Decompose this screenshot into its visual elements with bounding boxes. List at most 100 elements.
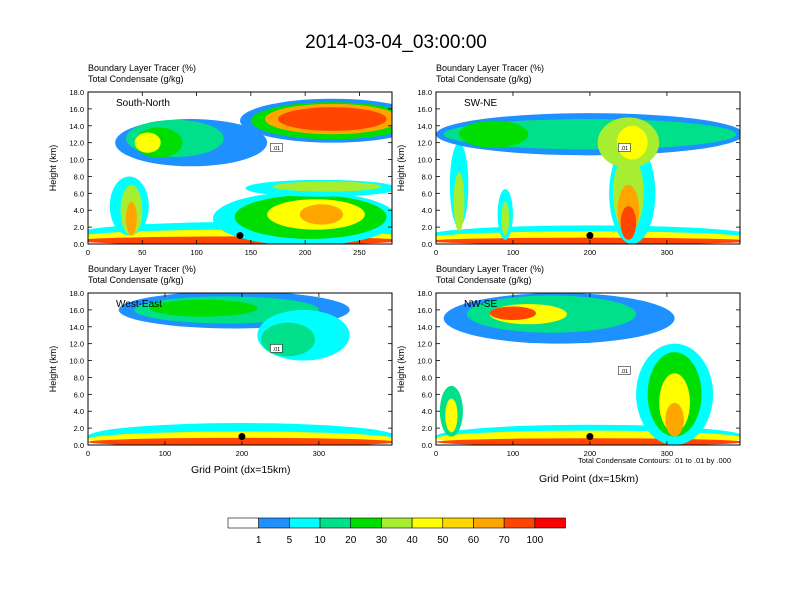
colorbar-label: 40 xyxy=(406,535,418,546)
colorbar-swatch xyxy=(227,517,259,529)
colorbar-label: 50 xyxy=(437,535,449,546)
colorbar-swatch xyxy=(534,517,566,529)
panel-subtitle-condensate: Total Condensate (g/kg) xyxy=(436,74,532,84)
tracer-field xyxy=(88,293,392,445)
contour-label-box xyxy=(618,143,631,152)
tracer-region xyxy=(261,322,316,357)
tracer-region xyxy=(134,132,161,153)
y-tick-label: 2.0 xyxy=(422,223,432,232)
x-tick-label: 100 xyxy=(190,248,203,257)
x-tick-label: 50 xyxy=(138,248,146,257)
panel-subtitle-condensate: Total Condensate (g/kg) xyxy=(88,275,184,285)
x-tick-label: 200 xyxy=(236,449,249,458)
plot-frame xyxy=(435,292,741,446)
y-tick-label: 6.0 xyxy=(74,189,84,198)
panel-label: NW-SE xyxy=(464,299,497,310)
y-axis-title: Height (km) xyxy=(48,145,58,192)
tracer-field xyxy=(88,92,392,244)
panel-subtitle-tracer: Boundary Layer Tracer (%) xyxy=(88,264,197,274)
y-tick-label: 18.0 xyxy=(417,289,432,298)
colorbar-label: 30 xyxy=(375,535,387,546)
y-tick-label: 10.0 xyxy=(69,357,84,366)
panel-subtitle-condensate: Total Condensate (g/kg) xyxy=(88,74,184,84)
tracer-region xyxy=(436,237,740,244)
x-tick-label: 100 xyxy=(507,449,520,458)
colorbar-swatch xyxy=(258,517,290,529)
panel-label: West-East xyxy=(116,299,162,310)
panel-subtitle-tracer: Boundary Layer Tracer (%) xyxy=(436,264,545,274)
x-tick-label: 200 xyxy=(584,449,597,458)
tracer-region xyxy=(501,201,510,236)
colorbar-swatch xyxy=(350,517,382,529)
colorbar-swatch xyxy=(442,517,474,529)
colorbar-swatch xyxy=(289,517,321,529)
tracer-region xyxy=(88,437,392,445)
y-axis-title: Height (km) xyxy=(396,145,406,192)
x-tick-label: 300 xyxy=(313,449,326,458)
plot-sw-ne: .01 SW-NE 0.0 2.0 4.0 6.0 8.0 10.0 12.0 14.0 16.0 1… xyxy=(396,88,741,257)
x-tick-label: 200 xyxy=(584,248,597,257)
panel-west-east: Boundary Layer Tracer (%) Total Condensa… xyxy=(48,264,478,493)
panel-south-north: Boundary Layer Tracer (%) Total Condensa… xyxy=(48,63,478,292)
colorbar-label: 60 xyxy=(467,535,480,546)
y-tick-label: 8.0 xyxy=(74,373,84,382)
y-tick-label: 6.0 xyxy=(422,390,432,399)
tracer-region xyxy=(299,204,344,225)
location-marker xyxy=(236,232,244,240)
y-tick-label: 6.0 xyxy=(74,390,84,399)
y-tick-label: 4.0 xyxy=(74,407,84,416)
contour-label: .01 xyxy=(621,369,629,375)
panel-subtitle-tracer: Boundary Layer Tracer (%) xyxy=(88,63,197,73)
location-marker xyxy=(586,433,594,441)
chart-title: 2014-03-04_03:00:00 xyxy=(305,32,487,53)
tracer-region xyxy=(126,201,137,236)
x-tick-label: 100 xyxy=(159,449,172,458)
y-tick-label: 14.0 xyxy=(69,323,84,332)
x-axis-title: Grid Point (dx=15km) xyxy=(539,473,639,485)
x-tick-label: 250 xyxy=(353,248,366,257)
y-tick-label: 14.0 xyxy=(417,122,432,131)
y-tick-label: 12.0 xyxy=(417,139,432,148)
y-tick-label: 6.0 xyxy=(422,189,432,198)
y-tick-label: 16.0 xyxy=(69,105,84,114)
tracer-region xyxy=(453,172,465,232)
colorbar-label: 1 xyxy=(255,535,262,546)
x-tick-label: 300 xyxy=(661,449,674,458)
colorbar-swatch xyxy=(503,517,536,529)
tracer-region xyxy=(616,125,648,160)
y-tick-label: 14.0 xyxy=(69,122,84,131)
contour-label: .01 xyxy=(273,146,281,152)
plot-south-north: .01 South-North 0.0 2.0 4.0 6.0 8.0 10.0 12.0 14.… xyxy=(48,88,393,257)
y-tick-label: 0.0 xyxy=(422,441,432,450)
y-tick-label: 14.0 xyxy=(417,323,432,332)
y-tick-label: 2.0 xyxy=(74,223,84,232)
contour-label-box xyxy=(270,143,283,152)
tracer-region xyxy=(272,181,382,192)
colorbar-label: 70 xyxy=(498,535,510,546)
x-tick-label: 0 xyxy=(434,449,438,458)
y-tick-label: 16.0 xyxy=(417,105,432,114)
y-tick-label: 0.0 xyxy=(74,441,84,450)
colorbar-swatch xyxy=(381,517,413,529)
y-tick-label: 4.0 xyxy=(422,206,432,215)
y-tick-label: 8.0 xyxy=(422,172,432,181)
tracer-region xyxy=(278,107,387,131)
tracer-region xyxy=(665,402,684,437)
y-tick-label: 4.0 xyxy=(74,206,84,215)
plot-frame xyxy=(435,91,741,245)
y-tick-label: 18.0 xyxy=(69,289,84,298)
tracer-region xyxy=(620,206,637,240)
contour-label-box xyxy=(270,344,283,353)
tracer-region xyxy=(149,299,258,317)
y-tick-label: 10.0 xyxy=(69,156,84,165)
tracer-region xyxy=(445,398,458,433)
y-tick-label: 12.0 xyxy=(69,340,84,349)
y-tick-label: 2.0 xyxy=(74,424,84,433)
y-tick-label: 10.0 xyxy=(417,156,432,165)
y-tick-label: 2.0 xyxy=(422,424,432,433)
x-axis-title: Grid Point (dx=15km) xyxy=(191,464,291,476)
x-tick-label: 100 xyxy=(507,248,520,257)
location-marker xyxy=(238,433,246,441)
contour-note: Total Condensate Contours: .01 to .01 by… xyxy=(578,456,732,465)
colorbar-label: 20 xyxy=(345,535,357,546)
